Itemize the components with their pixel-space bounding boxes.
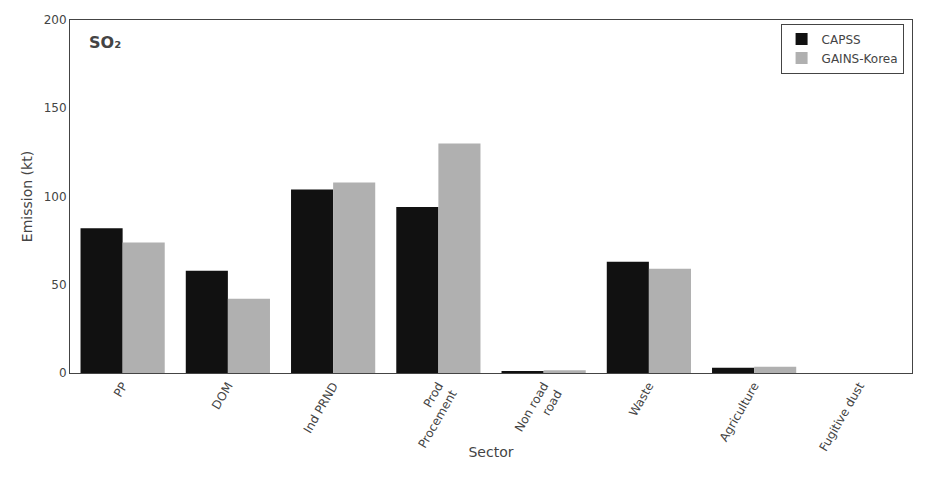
svg-text:0: 0 [59,366,67,380]
svg-text:ProdProcement: ProdProcement [402,380,460,451]
svg-text:DOM: DOM [209,380,236,412]
svg-text:Fugitive dust: Fugitive dust [816,380,867,454]
svg-text:Non roadroad: Non roadroad [512,380,565,442]
svg-text:SO₂: SO₂ [89,33,121,52]
svg-text:PP: PP [111,380,130,400]
svg-text:Sector: Sector [468,444,513,460]
svg-text:150: 150 [44,101,67,115]
svg-text:200: 200 [44,13,67,27]
svg-text:Waste: Waste [626,380,657,419]
svg-text:Emission (kt): Emission (kt) [19,151,35,242]
svg-text:CAPSS: CAPSS [822,33,861,47]
svg-text:Agriculture: Agriculture [717,380,762,444]
svg-text:GAINS-Korea: GAINS-Korea [822,52,898,66]
svg-text:Ind PRND: Ind PRND [301,380,341,436]
svg-text:50: 50 [51,278,66,292]
svg-text:100: 100 [44,190,67,204]
